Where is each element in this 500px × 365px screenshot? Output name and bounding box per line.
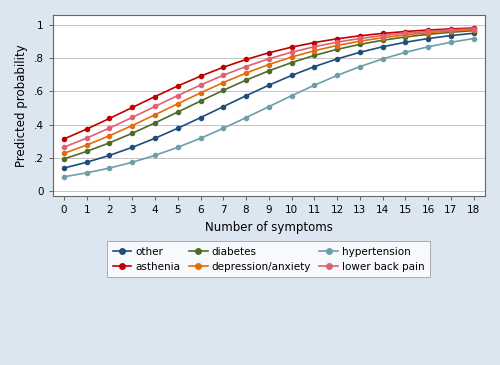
Legend: other, asthenia, diabetes, depression/anxiety, hypertension, lower back pain: other, asthenia, diabetes, depression/an… bbox=[108, 241, 430, 277]
Y-axis label: Predicted probability: Predicted probability bbox=[15, 44, 28, 167]
X-axis label: Number of symptoms: Number of symptoms bbox=[205, 221, 332, 234]
